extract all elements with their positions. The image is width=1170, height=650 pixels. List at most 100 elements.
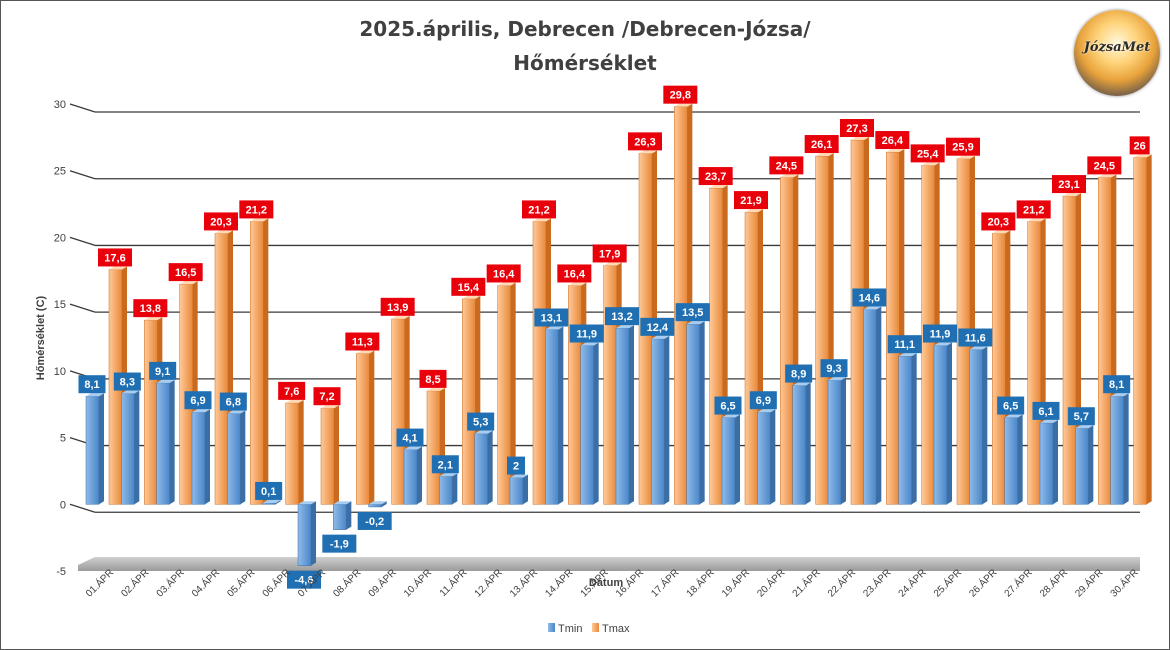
bar-tmax xyxy=(1098,177,1112,505)
bar-tmax xyxy=(426,390,441,505)
bar-top-tmin xyxy=(969,346,988,350)
data-label-bg xyxy=(675,303,710,322)
bar-side-tmax xyxy=(263,218,269,505)
bar-side-tmin xyxy=(841,377,846,505)
bar-top-tmin xyxy=(1004,414,1023,418)
bar-top-tmax xyxy=(285,399,304,403)
bar-top-tmax xyxy=(780,174,799,178)
bar-tmax xyxy=(780,177,794,505)
data-label-bg xyxy=(486,264,521,283)
data-label-tmax: 16,5 xyxy=(175,267,196,279)
bar-top-tmax xyxy=(179,281,198,285)
data-label-bg xyxy=(981,212,1016,231)
data-label-tmin: 13,2 xyxy=(611,311,632,323)
chart-subtitle: Hőmérséklet xyxy=(513,51,657,75)
data-label-bg xyxy=(875,131,910,150)
bar-tmax xyxy=(285,402,299,505)
data-label-bg xyxy=(1067,407,1095,426)
data-label-bg xyxy=(734,191,768,210)
data-label-bg xyxy=(923,324,957,343)
bar-tmin xyxy=(262,502,276,505)
data-label-tmax: 13,8 xyxy=(140,303,161,315)
data-label-bg xyxy=(1052,175,1086,194)
bar-tmax xyxy=(144,319,158,505)
bar-top-tmax xyxy=(921,162,940,166)
bar-side-tmin xyxy=(1088,425,1094,505)
data-label-tmin: 13,5 xyxy=(682,307,703,319)
josaMet-logo-icon: JózsaMet xyxy=(1074,10,1160,96)
bar-tmin xyxy=(792,385,806,505)
data-label-bg xyxy=(592,244,627,263)
bar-side-tmin xyxy=(523,474,528,505)
data-label-bg xyxy=(714,396,742,415)
data-label-tmax: 16,4 xyxy=(564,268,586,280)
bar-side-tmin xyxy=(805,382,811,505)
legend-label-tmax: Tmax xyxy=(602,623,630,635)
bar-tmax xyxy=(462,298,476,505)
data-label-bg xyxy=(168,263,203,282)
data-label-tmin: 11,6 xyxy=(965,333,986,345)
bar-top-tmin xyxy=(828,377,846,381)
bar-top-tmin xyxy=(333,501,352,505)
bar-top-tmin xyxy=(227,410,246,414)
data-label-bg xyxy=(1087,156,1122,175)
bar-top-tmin xyxy=(722,414,740,418)
bar-tmin xyxy=(474,433,488,505)
bar-tmin xyxy=(509,477,524,505)
bar-top-tmax xyxy=(215,230,233,234)
bar-tmax xyxy=(886,151,900,505)
data-label-bg xyxy=(628,132,662,151)
data-label-bg xyxy=(380,297,415,316)
data-label-tmax: 29,8 xyxy=(670,90,691,102)
data-label-tmin: 0,1 xyxy=(261,486,276,498)
data-label-bg xyxy=(852,288,887,307)
bar-top-tmin xyxy=(262,499,281,503)
legend-label-tmin: Tmin xyxy=(558,623,582,635)
data-label-tmax: 25,9 xyxy=(952,142,973,154)
data-label-bg xyxy=(997,396,1025,415)
data-label-bg xyxy=(149,361,177,380)
data-label-bg xyxy=(534,308,569,327)
bar-top-tmax xyxy=(533,218,551,222)
y-tick-label: -5 xyxy=(56,566,66,578)
bar-tmin xyxy=(863,309,877,505)
bar-top-tmax xyxy=(462,295,481,299)
bar-side-tmin xyxy=(452,473,458,505)
data-label-tmin: 2,1 xyxy=(438,459,453,471)
bar-top-tmax xyxy=(603,262,622,266)
bar-side-tmin xyxy=(99,393,104,505)
bar-side-tmin xyxy=(664,335,670,505)
bar-top-tmax xyxy=(427,387,445,391)
data-label-tmax: 27,3 xyxy=(846,123,867,135)
bar-top-tmin xyxy=(156,379,175,383)
bar-top-tmin xyxy=(404,446,422,450)
bar-side-tmin xyxy=(1053,419,1058,505)
y-tick-label: 25 xyxy=(54,166,66,178)
chart-floor xyxy=(78,557,1140,571)
data-label-bg xyxy=(255,481,283,500)
y-tick-label: 10 xyxy=(54,366,66,378)
bar-tmax xyxy=(568,285,582,505)
bar-top-tmax xyxy=(957,155,975,159)
data-label-tmin: 9,3 xyxy=(826,363,841,375)
bar-side-tmin xyxy=(311,501,316,566)
gridline-3d-edge xyxy=(69,303,96,313)
data-label-tmin: 8,3 xyxy=(120,377,135,389)
data-label-bg xyxy=(946,137,980,156)
bar-top-tmin xyxy=(651,335,670,339)
bar-side-tmin xyxy=(381,501,387,507)
bar-side-tmin xyxy=(558,326,564,505)
bar-tmin xyxy=(969,349,983,505)
data-label-tmin: 8,9 xyxy=(791,369,806,381)
data-label-tmax: 24,5 xyxy=(776,160,797,172)
bar-tmin xyxy=(933,345,948,505)
data-label-tmin: 6,9 xyxy=(756,395,771,407)
bar-top-tmin xyxy=(368,501,387,505)
bar-top-tmin xyxy=(86,393,104,397)
bar-top-tmax xyxy=(1133,154,1152,158)
data-label-tmax: 26,3 xyxy=(634,136,655,148)
data-label-bg xyxy=(322,534,357,553)
bar-tmax xyxy=(709,187,723,505)
gridline-3d-edge xyxy=(69,170,96,180)
y-tick-label: 20 xyxy=(54,232,66,244)
